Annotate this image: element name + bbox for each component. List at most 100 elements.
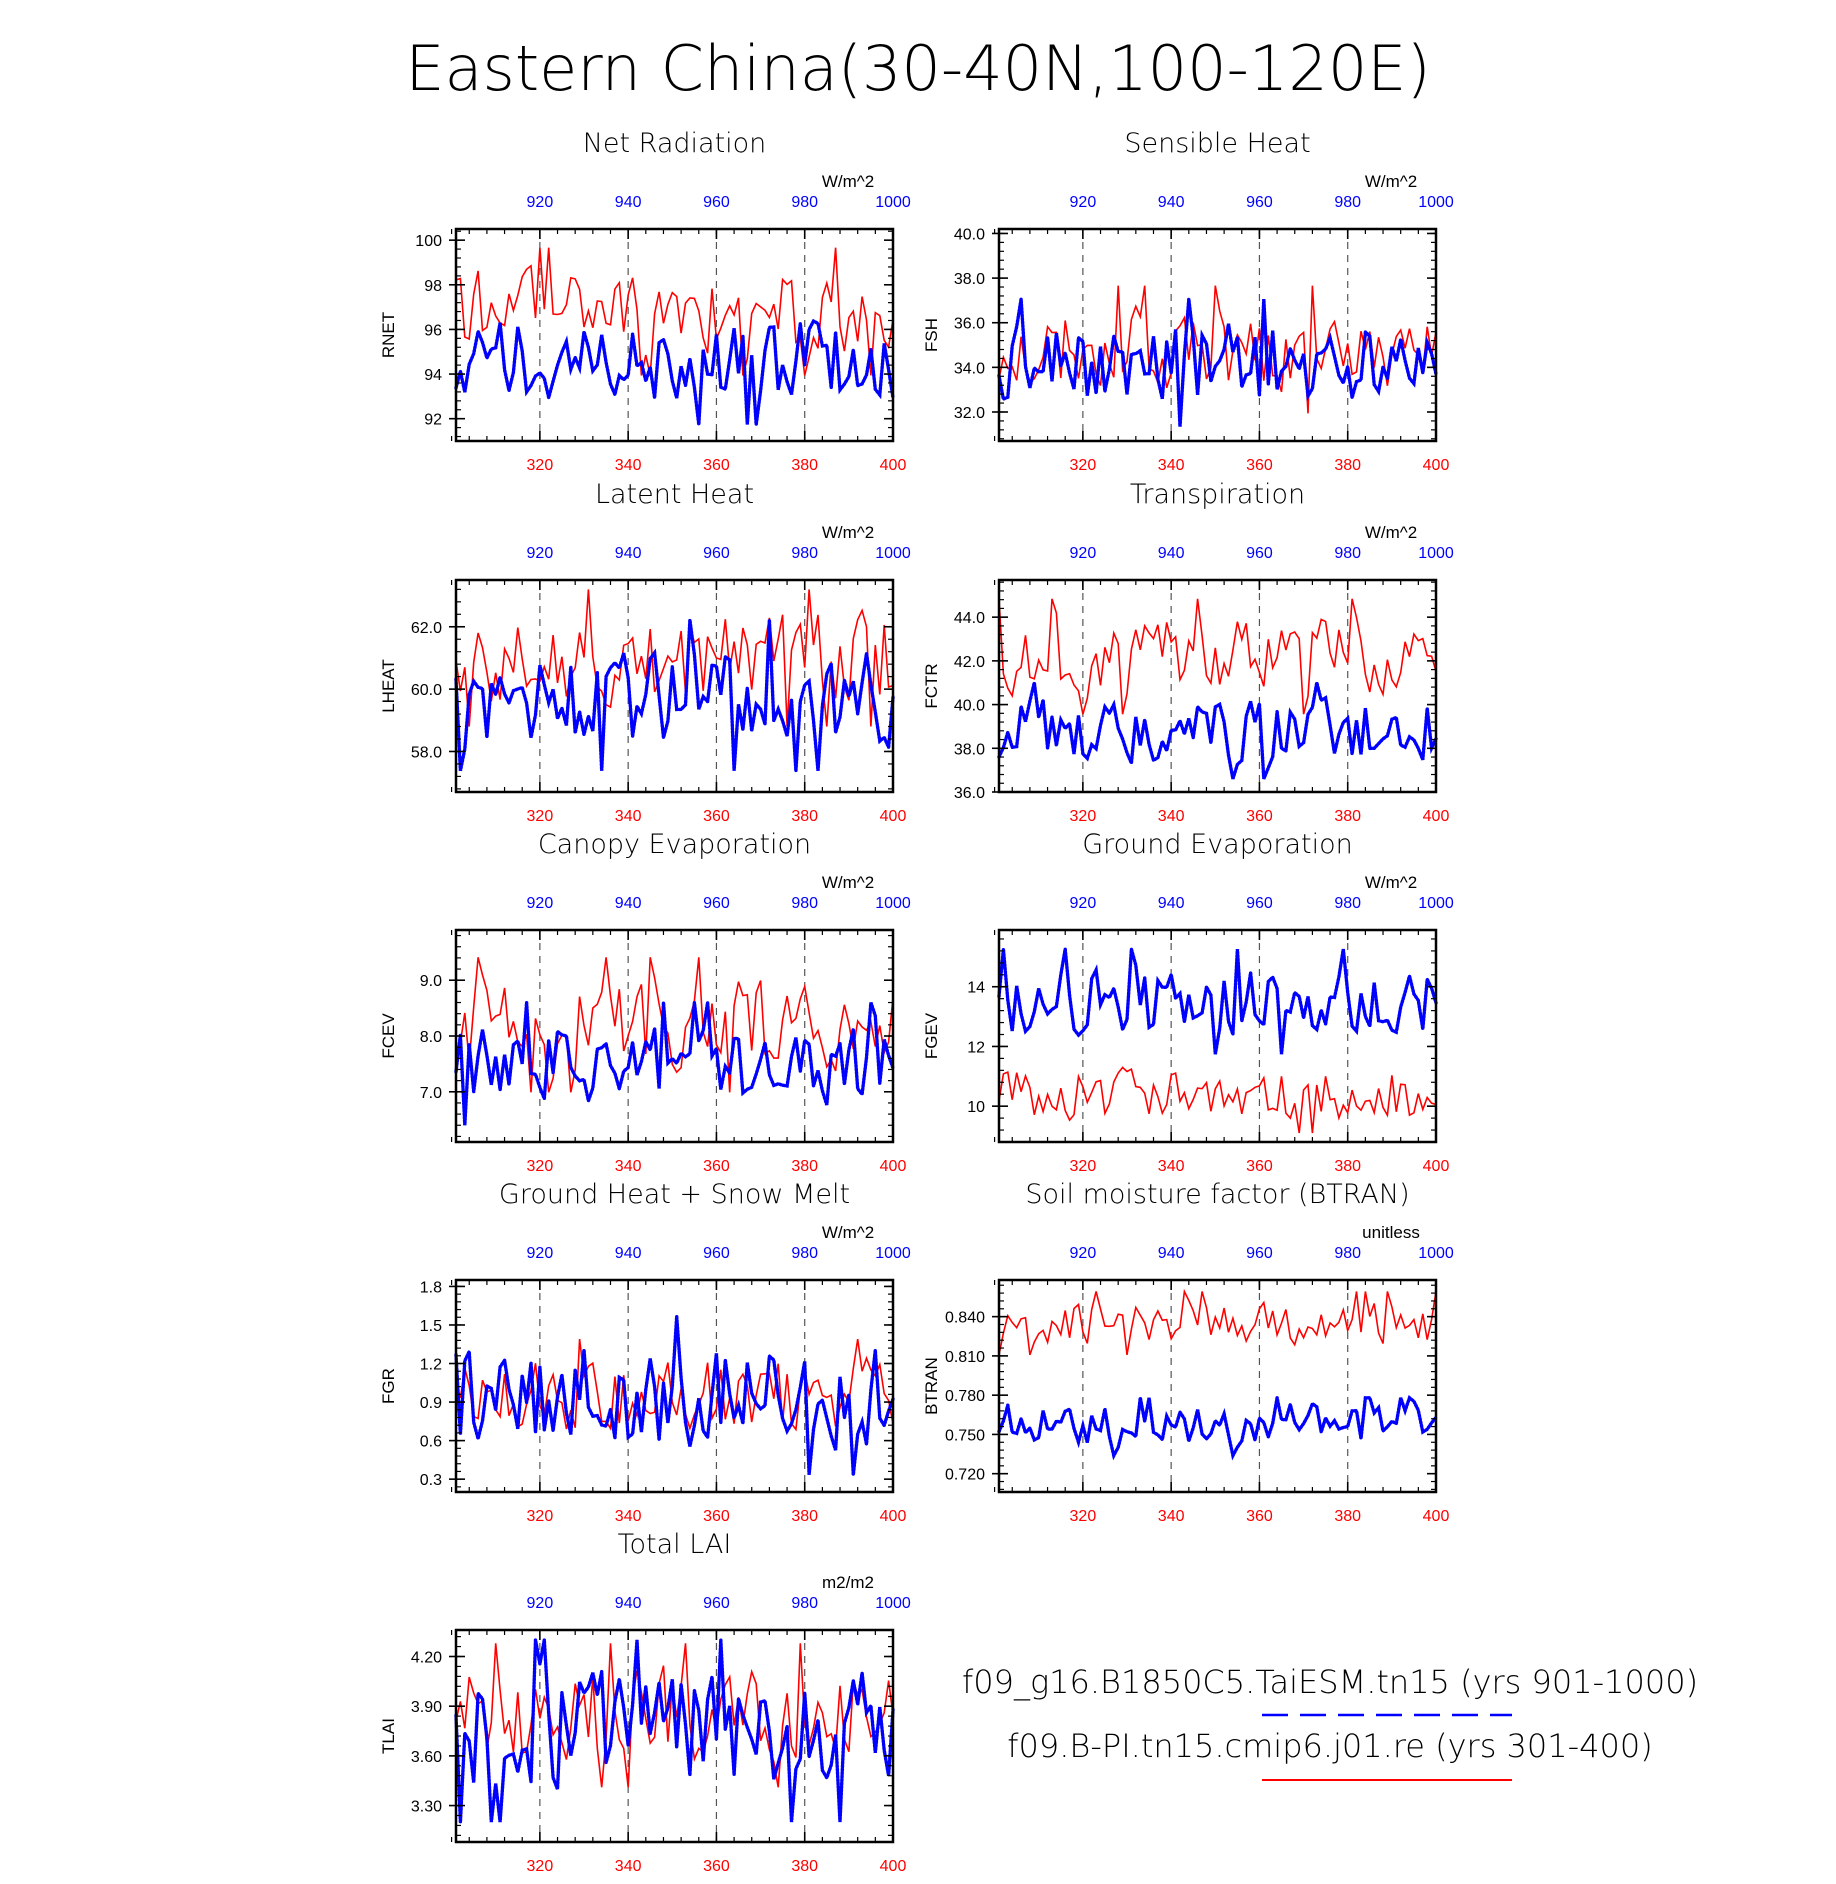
y-axis-label: LHEAT: [379, 659, 398, 713]
series-line-blue: [997, 682, 1438, 780]
x-top-tick-label: 940: [615, 1245, 642, 1262]
x-top-tick-label: 960: [703, 545, 730, 562]
x-bottom-tick-label: 380: [791, 808, 818, 825]
x-top-tick-label: 960: [703, 895, 730, 912]
y-tick-label: 8.0: [420, 1029, 442, 1046]
x-bottom-tick-label: 320: [1070, 1158, 1097, 1175]
panel: Total LAI m2/m2 TLAI 3.30 3.60 3.90 4.20 320 340…: [379, 1529, 911, 1875]
series-line-blue: [454, 1639, 895, 1823]
y-tick-label: 0.810: [945, 1349, 985, 1366]
x-top-tick-label: 1000: [875, 545, 911, 562]
x-bottom-tick-label: 320: [527, 457, 554, 474]
x-bottom-tick-label: 340: [615, 1858, 642, 1875]
y-tick-label: 100: [415, 233, 442, 250]
x-bottom-tick-label: 380: [1334, 1158, 1361, 1175]
x-bottom-tick-label: 380: [791, 457, 818, 474]
x-bottom-tick-label: 400: [880, 1858, 907, 1875]
series-line-blue: [454, 1001, 895, 1126]
y-tick-label: 4.20: [411, 1650, 442, 1667]
figure-title: Eastern China(30-40N,100-120E): [405, 32, 1430, 105]
x-bottom-tick-label: 400: [1423, 1508, 1450, 1525]
x-bottom-tick-label: 380: [1334, 808, 1361, 825]
x-top-tick-label: 920: [1070, 545, 1097, 562]
units-label: W/m^2: [822, 523, 874, 542]
y-tick-label: 36.0: [954, 785, 985, 802]
plot-frame: [454, 1278, 895, 1494]
x-bottom-tick-label: 320: [1070, 808, 1097, 825]
series-line-red: [455, 247, 894, 376]
y-tick-label: 38.0: [954, 741, 985, 758]
panel-title: Canopy Evaporation: [538, 829, 811, 860]
x-bottom-tick-label: 360: [1246, 808, 1273, 825]
panel: Latent Heat W/m^2 LHEAT 58.0 60.0 62.0 320 340 3…: [379, 479, 911, 825]
y-tick-label: 42.0: [954, 654, 985, 671]
y-tick-label: 1.8: [420, 1279, 442, 1296]
x-top-tick-label: 960: [1246, 1245, 1273, 1262]
x-bottom-tick-label: 400: [880, 457, 907, 474]
x-top-tick-label: 920: [527, 1245, 554, 1262]
x-bottom-tick-label: 360: [703, 808, 730, 825]
y-tick-label: 0.6: [420, 1434, 442, 1451]
series-line-blue: [454, 318, 895, 425]
x-bottom-tick-label: 360: [703, 1158, 730, 1175]
x-top-tick-label: 920: [527, 194, 554, 211]
x-bottom-tick-label: 360: [703, 457, 730, 474]
series-line-blue: [454, 1316, 895, 1475]
y-tick-label: 94: [424, 367, 442, 384]
x-bottom-tick-label: 320: [1070, 1508, 1097, 1525]
y-tick-label: 38.0: [954, 271, 985, 288]
series-line-blue: [454, 619, 895, 772]
x-top-tick-label: 980: [1334, 895, 1361, 912]
x-top-tick-label: 980: [791, 545, 818, 562]
x-bottom-tick-label: 340: [615, 1508, 642, 1525]
units-label: W/m^2: [822, 172, 874, 191]
x-top-tick-label: 980: [791, 1595, 818, 1612]
y-tick-label: 0.840: [945, 1310, 985, 1327]
y-tick-label: 14: [967, 980, 985, 997]
x-top-tick-label: 980: [1334, 1245, 1361, 1262]
units-label: W/m^2: [822, 1223, 874, 1242]
x-bottom-tick-label: 340: [1158, 1158, 1185, 1175]
x-top-tick-label: 940: [615, 1595, 642, 1612]
x-bottom-tick-label: 320: [1070, 457, 1097, 474]
y-tick-label: 96: [424, 322, 442, 339]
y-axis-label: TLAI: [379, 1718, 398, 1754]
panel-title: Latent Heat: [595, 479, 754, 510]
units-label: W/m^2: [1365, 523, 1417, 542]
x-bottom-tick-label: 400: [880, 1508, 907, 1525]
x-top-tick-label: 940: [615, 895, 642, 912]
y-tick-label: 3.60: [411, 1749, 442, 1766]
panel-title: Soil moisture factor (BTRAN): [1025, 1179, 1409, 1210]
x-bottom-tick-label: 400: [880, 808, 907, 825]
y-tick-label: 92: [424, 412, 442, 429]
y-tick-label: 7.0: [420, 1085, 442, 1102]
series-line-red: [998, 598, 1437, 715]
x-top-tick-label: 1000: [875, 1595, 911, 1612]
y-tick-label: 44.0: [954, 610, 985, 627]
x-bottom-tick-label: 400: [1423, 808, 1450, 825]
panels-group: Net Radiation W/m^2 RNET 92 94 96 98 100 320 340 3…: [379, 128, 1454, 1875]
x-top-tick-label: 1000: [1418, 194, 1454, 211]
y-tick-label: 98: [424, 278, 442, 295]
x-top-tick-label: 960: [703, 1595, 730, 1612]
x-top-tick-label: 980: [791, 1245, 818, 1262]
y-tick-label: 3.90: [411, 1699, 442, 1716]
legend: f09_g16.B1850C5.TaiESM.tn15 (yrs 901-100…: [962, 1663, 1698, 1781]
units-label: W/m^2: [1365, 172, 1417, 191]
x-top-tick-label: 1000: [1418, 895, 1454, 912]
x-bottom-tick-label: 380: [1334, 457, 1361, 474]
x-top-tick-label: 1000: [875, 1245, 911, 1262]
x-top-tick-label: 980: [791, 895, 818, 912]
x-bottom-tick-label: 380: [791, 1508, 818, 1525]
legend-label-blue: f09_g16.B1850C5.TaiESM.tn15 (yrs 901-100…: [962, 1663, 1698, 1701]
panel-title: Ground Heat + Snow Melt: [499, 1179, 850, 1210]
x-top-tick-label: 940: [1158, 545, 1185, 562]
y-tick-label: 36.0: [954, 316, 985, 333]
x-top-tick-label: 1000: [875, 194, 911, 211]
plot-frame: [454, 578, 895, 794]
x-bottom-tick-label: 380: [791, 1858, 818, 1875]
series-line-red: [998, 1066, 1437, 1134]
x-top-tick-label: 980: [791, 194, 818, 211]
y-tick-label: 32.0: [954, 405, 985, 422]
x-top-tick-label: 1000: [1418, 1245, 1454, 1262]
